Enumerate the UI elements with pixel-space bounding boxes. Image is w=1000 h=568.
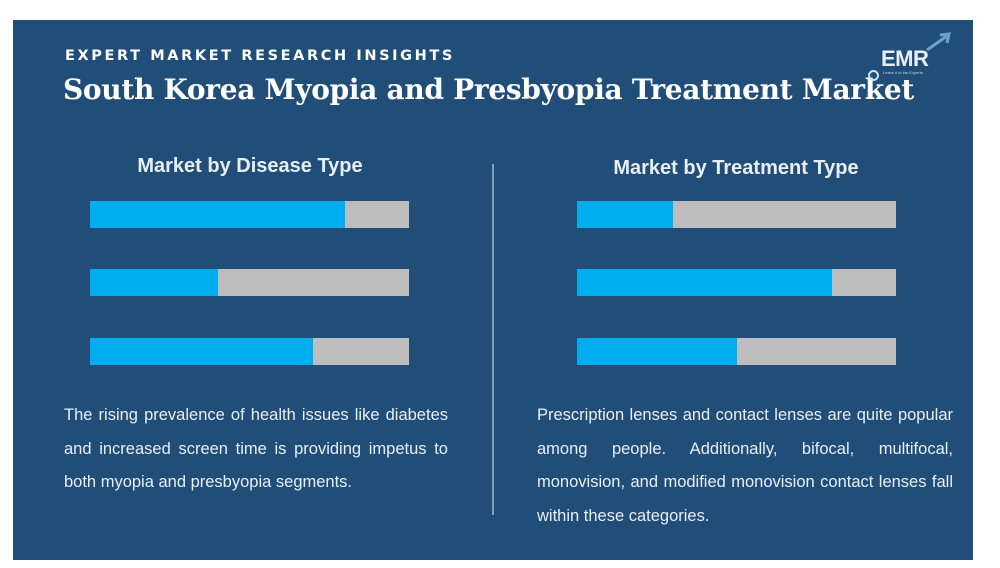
treatment-type-title: Market by Treatment Type — [613, 157, 859, 179]
logo-text: EMR — [881, 46, 929, 71]
disease-bar-1 — [90, 201, 346, 228]
disease-bar-3 — [90, 338, 314, 365]
treatment-bar-track-2 — [577, 269, 896, 296]
disease-bar-track-3 — [90, 338, 409, 365]
eyebrow-label: EXPERT MARKET RESEARCH INSIGHTS — [65, 48, 455, 64]
disease-bar-2 — [90, 269, 218, 296]
infographic-panel: EXPERT MARKET RESEARCH INSIGHTS South Ko… — [13, 20, 973, 560]
arrow-up-right-icon — [926, 32, 951, 52]
logo-tagline: Leave it to the Experts — [883, 70, 923, 75]
emr-logo: EMR Leave it to the Experts — [863, 32, 973, 82]
treatment-bar-3 — [577, 338, 737, 365]
disease-bar-track-1 — [90, 201, 409, 228]
treatment-bar-track-3 — [577, 338, 896, 365]
treatment-bar-track-1 — [577, 201, 896, 228]
logo-ring-icon — [868, 70, 879, 81]
treatment-bar-1 — [577, 201, 673, 228]
page-title: South Korea Myopia and Presbyopia Treatm… — [63, 73, 914, 106]
column-divider — [492, 164, 494, 515]
disease-type-description: The rising prevalence of health issues l… — [64, 406, 448, 491]
disease-bar-track-2 — [90, 269, 409, 296]
treatment-type-description: Prescription lenses and contact lenses a… — [537, 406, 953, 525]
disease-type-title: Market by Disease Type — [137, 155, 363, 177]
treatment-bar-2 — [577, 269, 833, 296]
